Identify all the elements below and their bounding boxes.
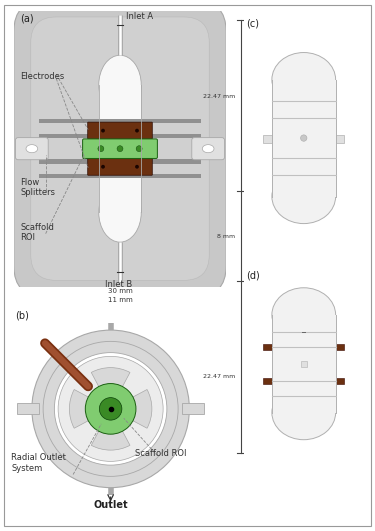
Text: 22.47 mm: 22.47 mm <box>203 94 236 99</box>
Bar <box>99 85 141 212</box>
Circle shape <box>101 165 105 169</box>
Bar <box>182 403 204 415</box>
Wedge shape <box>130 390 152 428</box>
Text: 8 mm: 8 mm <box>217 234 236 239</box>
Ellipse shape <box>99 183 141 242</box>
Circle shape <box>32 330 189 487</box>
Bar <box>263 344 272 350</box>
Ellipse shape <box>272 386 336 440</box>
Text: (d): (d) <box>246 271 260 281</box>
Bar <box>272 80 336 196</box>
FancyBboxPatch shape <box>31 17 209 280</box>
Circle shape <box>117 145 123 152</box>
Bar <box>272 315 336 413</box>
Text: Outlet: Outlet <box>93 500 128 510</box>
Ellipse shape <box>26 144 38 153</box>
Bar <box>39 174 201 178</box>
Bar <box>336 344 344 350</box>
Circle shape <box>85 383 136 434</box>
Circle shape <box>98 145 104 152</box>
Text: 22.47 mm: 22.47 mm <box>203 374 236 379</box>
Bar <box>336 135 344 143</box>
Circle shape <box>301 135 307 141</box>
Text: Radial Outlet
System: Radial Outlet System <box>11 453 66 473</box>
Text: 30 mm: 30 mm <box>108 288 132 294</box>
Text: 11 mm: 11 mm <box>108 297 132 303</box>
Text: (a): (a) <box>20 13 34 23</box>
Circle shape <box>58 356 163 461</box>
Text: Flow
Splitters: Flow Splitters <box>20 178 55 198</box>
FancyBboxPatch shape <box>88 158 152 175</box>
FancyBboxPatch shape <box>14 0 226 297</box>
Bar <box>301 361 307 367</box>
Ellipse shape <box>202 144 214 153</box>
FancyBboxPatch shape <box>15 138 48 160</box>
Ellipse shape <box>272 169 336 224</box>
Bar <box>39 134 201 138</box>
Circle shape <box>135 165 139 169</box>
Text: Scaffold ROI: Scaffold ROI <box>135 449 186 458</box>
Bar <box>336 378 344 384</box>
Circle shape <box>54 353 167 465</box>
FancyBboxPatch shape <box>192 138 225 160</box>
Bar <box>263 135 272 143</box>
Text: Electrodes: Electrodes <box>20 72 64 81</box>
Bar <box>17 403 39 415</box>
Text: (b): (b) <box>15 311 29 321</box>
Ellipse shape <box>99 55 141 115</box>
Wedge shape <box>91 367 130 389</box>
Circle shape <box>135 129 139 133</box>
FancyBboxPatch shape <box>88 122 152 139</box>
Bar <box>39 119 201 123</box>
Wedge shape <box>91 429 130 450</box>
Wedge shape <box>69 390 91 428</box>
FancyBboxPatch shape <box>82 139 158 158</box>
Text: Scaffold
ROI: Scaffold ROI <box>20 222 54 242</box>
Text: (c): (c) <box>246 19 259 29</box>
Text: Inlet A: Inlet A <box>126 12 153 21</box>
Text: Inlet B: Inlet B <box>105 280 132 289</box>
Ellipse shape <box>272 53 336 107</box>
Circle shape <box>99 398 122 420</box>
Bar <box>263 378 272 384</box>
Ellipse shape <box>272 288 336 342</box>
Circle shape <box>101 129 105 133</box>
Circle shape <box>136 145 142 152</box>
Bar <box>39 159 201 164</box>
